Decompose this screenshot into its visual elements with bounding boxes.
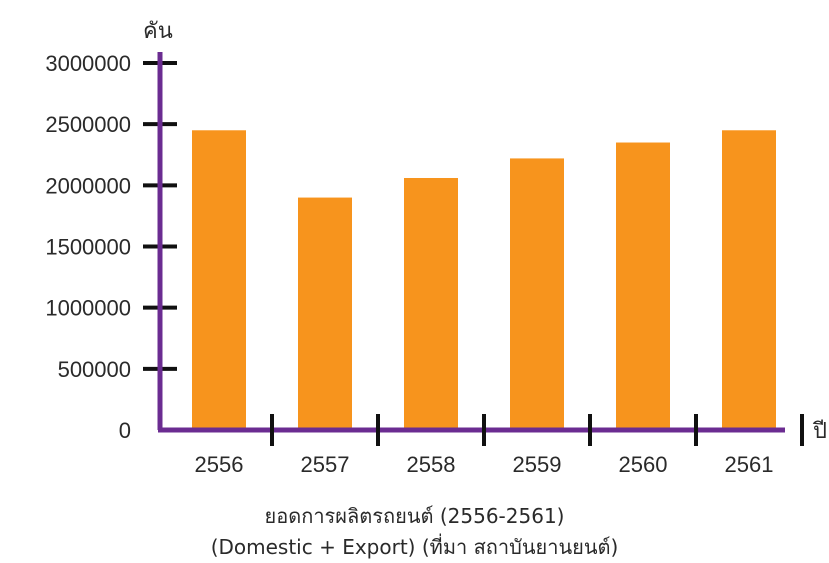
x-tick-label: 2556 [195,452,244,477]
chart-title: ยอดการผลิตรถยนต์ (2556-2561) [264,504,565,528]
bar [510,158,564,431]
bar [192,130,246,431]
y-tick-label: 500000 [58,357,131,382]
x-axis-unit-label: ปี [812,419,827,444]
y-tick-label: 2500000 [45,112,131,137]
y-tick-label: 2000000 [45,173,131,198]
y-tick-label: 1500000 [45,235,131,260]
chart-subtitle: (Domestic + Export) (ที่มา สถาบันยานยนต์… [210,535,619,559]
x-axis-tick-labels: 2556 2557 2558 2559 2560 2561 [195,452,774,477]
bar [298,197,352,430]
x-axis-ticks [270,414,804,446]
bar [722,130,776,431]
y-tick-label: 3000000 [45,51,131,76]
bar [616,142,670,430]
x-tick-label: 2560 [619,452,668,477]
x-tick-label: 2557 [301,452,350,477]
y-tick-label: 1000000 [45,296,131,321]
y-tick-label: 0 [119,418,131,443]
y-axis-unit-label: คัน [143,19,173,44]
x-tick-label: 2561 [725,452,774,477]
bar [404,177,458,430]
x-tick-label: 2559 [513,452,562,477]
x-tick-label: 2558 [407,452,456,477]
bar-series [192,130,776,431]
y-axis-tick-labels: 0 500000 1000000 1500000 2000000 2500000 30000… [45,51,131,443]
